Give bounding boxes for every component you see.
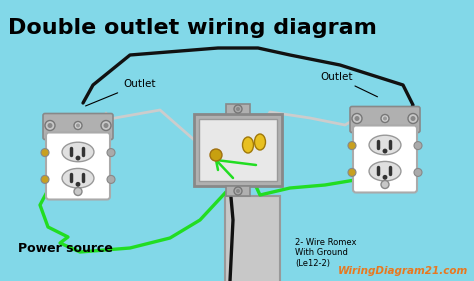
Circle shape bbox=[383, 175, 387, 180]
Circle shape bbox=[383, 149, 387, 153]
Circle shape bbox=[348, 168, 356, 176]
Circle shape bbox=[383, 117, 387, 121]
Bar bbox=[225, 196, 280, 281]
Ellipse shape bbox=[369, 162, 401, 181]
Circle shape bbox=[355, 116, 359, 121]
Circle shape bbox=[234, 187, 242, 195]
Circle shape bbox=[101, 121, 111, 130]
Circle shape bbox=[348, 142, 356, 149]
Circle shape bbox=[236, 107, 240, 111]
Ellipse shape bbox=[255, 134, 265, 150]
Text: Double outlet wiring diagram: Double outlet wiring diagram bbox=[8, 18, 377, 38]
Circle shape bbox=[210, 149, 222, 161]
Bar bbox=[194, 114, 282, 186]
Text: WiringDiagram21.com: WiringDiagram21.com bbox=[338, 266, 468, 276]
Text: Outlet: Outlet bbox=[86, 79, 155, 106]
Circle shape bbox=[352, 114, 362, 124]
FancyBboxPatch shape bbox=[43, 114, 113, 139]
Circle shape bbox=[236, 189, 240, 193]
Circle shape bbox=[41, 175, 49, 183]
Circle shape bbox=[414, 142, 422, 149]
Circle shape bbox=[381, 114, 389, 123]
Circle shape bbox=[414, 168, 422, 176]
Circle shape bbox=[381, 180, 389, 189]
Ellipse shape bbox=[62, 168, 94, 188]
FancyBboxPatch shape bbox=[46, 133, 110, 200]
Text: Power source: Power source bbox=[18, 241, 113, 255]
Ellipse shape bbox=[243, 137, 254, 153]
Ellipse shape bbox=[369, 135, 401, 155]
Circle shape bbox=[75, 156, 81, 160]
Circle shape bbox=[107, 175, 115, 183]
Circle shape bbox=[103, 123, 109, 128]
Circle shape bbox=[410, 116, 416, 121]
Circle shape bbox=[74, 121, 82, 130]
Bar bbox=[226, 186, 250, 196]
FancyBboxPatch shape bbox=[353, 126, 417, 192]
Ellipse shape bbox=[62, 142, 94, 162]
Circle shape bbox=[76, 124, 80, 128]
FancyBboxPatch shape bbox=[350, 106, 420, 133]
Circle shape bbox=[47, 123, 53, 128]
Circle shape bbox=[74, 187, 82, 196]
Bar bbox=[226, 104, 250, 114]
Text: Outlet: Outlet bbox=[320, 72, 377, 97]
Bar bbox=[199, 119, 277, 181]
Circle shape bbox=[234, 105, 242, 113]
Circle shape bbox=[107, 149, 115, 157]
Circle shape bbox=[41, 149, 49, 157]
Circle shape bbox=[45, 121, 55, 130]
Circle shape bbox=[75, 182, 81, 187]
Circle shape bbox=[408, 114, 418, 124]
Text: 2- Wire Romex
With Ground
(Le12-2): 2- Wire Romex With Ground (Le12-2) bbox=[295, 238, 356, 268]
